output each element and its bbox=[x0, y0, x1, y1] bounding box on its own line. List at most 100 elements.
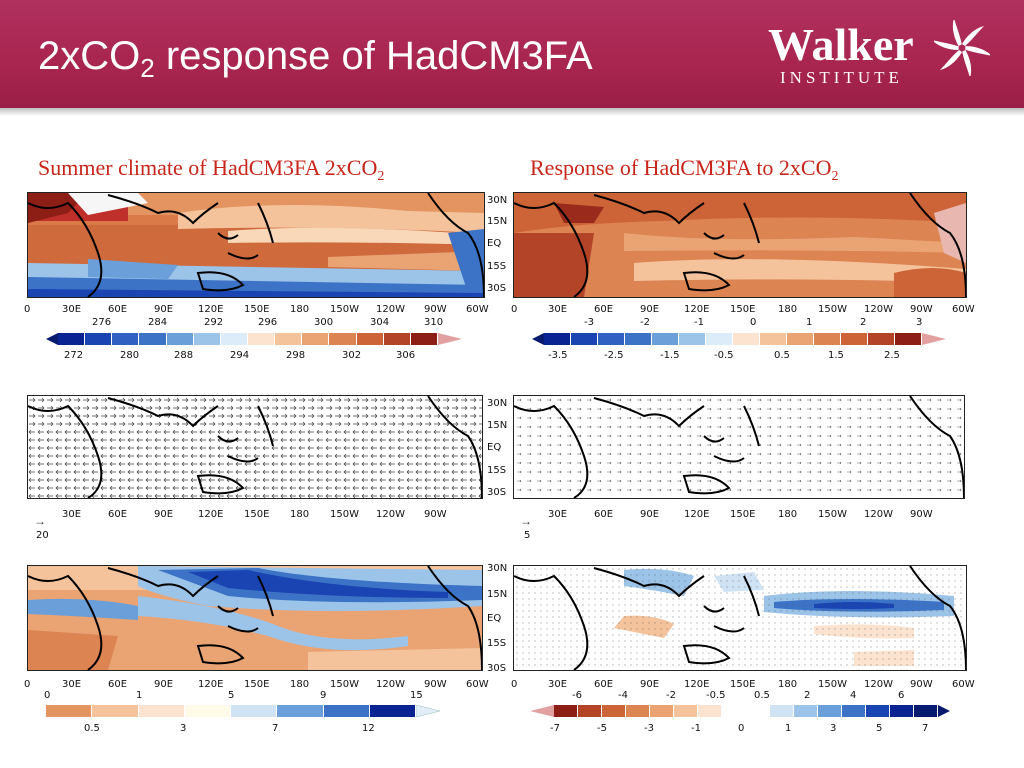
colorbar-tick: 1 bbox=[136, 690, 143, 701]
colorbar-tick: 280 bbox=[120, 350, 140, 361]
right-column-heading: Response of HadCM3FA to 2xCO2 bbox=[530, 155, 839, 184]
lon-label: 120E bbox=[198, 679, 224, 690]
header-shadow bbox=[0, 108, 1024, 116]
reference-vector-icon: → bbox=[520, 514, 532, 528]
colorbar-tick: 7 bbox=[922, 723, 929, 734]
lon-label: 90W bbox=[424, 679, 447, 690]
colorbar-tick: 3 bbox=[180, 723, 187, 734]
colorbar-tick: -1 bbox=[694, 317, 704, 328]
colorbar-tick: 2 bbox=[804, 690, 811, 701]
lon-label: 180 bbox=[290, 304, 310, 315]
colorbar-tick: 300 bbox=[314, 317, 334, 328]
lon-label: 180 bbox=[778, 509, 798, 520]
lat-label: EQ bbox=[487, 613, 502, 624]
colorbar-tick: -2 bbox=[640, 317, 650, 328]
lon-label: 60E bbox=[108, 304, 128, 315]
lon-label: 180 bbox=[778, 679, 798, 690]
lon-label: 120W bbox=[864, 304, 893, 315]
lon-label: 90W bbox=[910, 679, 933, 690]
lat-label: EQ bbox=[487, 238, 502, 249]
lat-label: 15N bbox=[487, 589, 508, 600]
slide-header bbox=[0, 0, 1024, 108]
precip-climate-map bbox=[27, 565, 483, 671]
colorbar-tick: 5 bbox=[876, 723, 883, 734]
lat-label: 30S bbox=[487, 487, 507, 498]
colorbar-tick: 15 bbox=[410, 690, 423, 701]
colorbar-tick: -4 bbox=[618, 690, 628, 701]
lon-label: 120W bbox=[376, 304, 405, 315]
colorbar-tick: 2.5 bbox=[884, 350, 900, 361]
colorbar-tick: 1 bbox=[785, 723, 792, 734]
lon-label: 120W bbox=[864, 679, 893, 690]
colorbar-tick: 0.5 bbox=[84, 723, 100, 734]
lon-label: 150W bbox=[330, 304, 359, 315]
logo-subtitle: INSTITUTE bbox=[780, 68, 903, 87]
lon-label: 0 bbox=[511, 679, 518, 690]
lon-label: 0 bbox=[24, 679, 31, 690]
colorbar-tick: 1 bbox=[806, 317, 813, 328]
lon-label: 90E bbox=[154, 509, 174, 520]
colorbar-tick: 292 bbox=[204, 317, 224, 328]
lat-label: 15N bbox=[487, 420, 508, 431]
lon-label: 90W bbox=[424, 509, 447, 520]
lon-label: 30E bbox=[62, 509, 82, 520]
lon-label: 30E bbox=[62, 679, 82, 690]
colorbar-tick: 294 bbox=[230, 350, 250, 361]
precip-response-map bbox=[513, 565, 967, 671]
reference-vector-value: 5 bbox=[524, 530, 531, 541]
colorbar-tick: 6 bbox=[898, 690, 905, 701]
lon-label: 150W bbox=[818, 509, 847, 520]
lon-label: 120E bbox=[684, 304, 710, 315]
lon-label: 150E bbox=[730, 509, 756, 520]
colorbar-swatches bbox=[554, 705, 938, 717]
colorbar-tick: -6 bbox=[572, 690, 582, 701]
lat-label: 15S bbox=[487, 465, 507, 476]
logo-wordmark: Walker bbox=[768, 19, 914, 70]
lon-label: 120E bbox=[198, 509, 224, 520]
lon-label: 90E bbox=[154, 304, 174, 315]
lon-label: 90E bbox=[640, 304, 660, 315]
lon-label: 120E bbox=[684, 679, 710, 690]
lon-label: 120W bbox=[864, 509, 893, 520]
colorbar-tick: 3 bbox=[830, 723, 837, 734]
sst-climate-map bbox=[27, 192, 485, 298]
lon-label: 180 bbox=[290, 679, 310, 690]
lat-label: 30N bbox=[487, 195, 508, 206]
lon-label: 150E bbox=[244, 679, 270, 690]
colorbar-swatches bbox=[58, 333, 438, 345]
colorbar-tick: 0.5 bbox=[774, 350, 790, 361]
colorbar-tick: 284 bbox=[148, 317, 168, 328]
lon-label: 180 bbox=[290, 509, 310, 520]
colorbar-tick: -7 bbox=[550, 723, 560, 734]
colorbar-tick: 5 bbox=[228, 690, 235, 701]
colorbar-tick: -3 bbox=[584, 317, 594, 328]
colorbar-tick: -3 bbox=[644, 723, 654, 734]
lat-label: 30S bbox=[487, 283, 507, 294]
lon-label: 60E bbox=[108, 679, 128, 690]
lon-label: 30E bbox=[548, 304, 568, 315]
colorbar-swatches bbox=[46, 705, 416, 717]
colorbar-tick: 4 bbox=[850, 690, 857, 701]
colorbar-tick: 288 bbox=[174, 350, 194, 361]
wind-climate-map bbox=[27, 395, 483, 499]
lon-label: 90E bbox=[640, 679, 660, 690]
left-column-heading: Summer climate of HadCM3FA 2xCO2 bbox=[38, 155, 385, 184]
lon-label: 90E bbox=[640, 509, 660, 520]
lon-label: 60E bbox=[108, 509, 128, 520]
logo-swirl-icon bbox=[934, 20, 990, 76]
colorbar-tick: 2 bbox=[860, 317, 867, 328]
colorbar-tick: 3 bbox=[916, 317, 923, 328]
lon-label: 30E bbox=[62, 304, 82, 315]
lon-label: 180 bbox=[778, 304, 798, 315]
lat-label: 30N bbox=[487, 398, 508, 409]
lon-label: 90W bbox=[910, 304, 933, 315]
lon-label: 0 bbox=[24, 304, 31, 315]
colorbar-tick: 12 bbox=[362, 723, 375, 734]
lon-label: 150W bbox=[330, 509, 359, 520]
colorbar-tick: 304 bbox=[370, 317, 390, 328]
colorbar-tick: 310 bbox=[424, 317, 444, 328]
lat-label: 15S bbox=[487, 638, 507, 649]
reference-vector-icon: → bbox=[34, 514, 46, 528]
lon-label: 120W bbox=[376, 509, 405, 520]
colorbar-tick: 296 bbox=[258, 317, 278, 328]
